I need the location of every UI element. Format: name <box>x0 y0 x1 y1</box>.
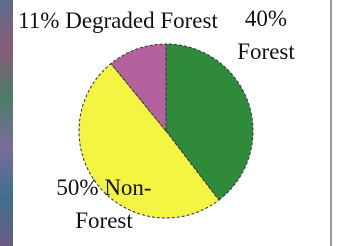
value-label: 11% <box>18 8 59 33</box>
image-strip <box>0 0 13 246</box>
page: {"chart_data": {"type": "pie", "categori… <box>0 0 337 246</box>
category-label: Degraded Forest <box>65 8 218 33</box>
category-label: Forest <box>237 39 295 64</box>
value-label: 40% <box>245 6 287 31</box>
slice-label: 11% Degraded Forest <box>18 4 218 37</box>
slice-label: 50% Non-Forest <box>28 171 180 237</box>
slice-label: 40% Forest <box>216 2 316 68</box>
value-label: 50% <box>56 175 98 200</box>
